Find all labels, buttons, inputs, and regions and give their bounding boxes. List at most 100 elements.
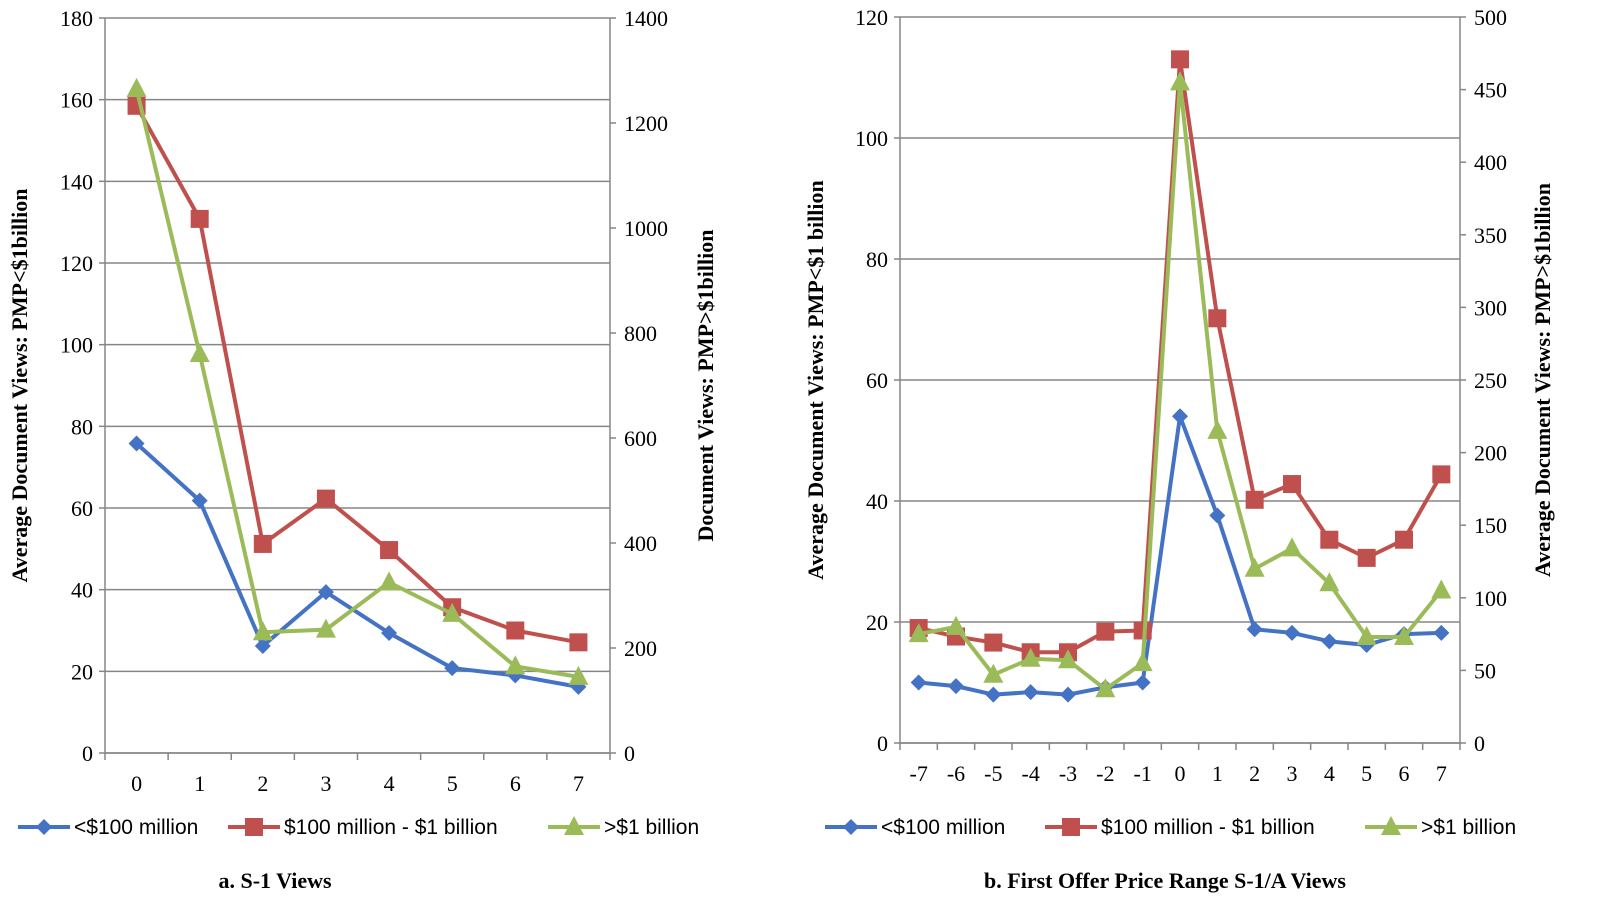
series-line: [918, 80, 1443, 692]
x-tick-label: 6: [1399, 761, 1410, 786]
x-tick-label: 5: [447, 771, 458, 796]
chart-b: 0204060801001200501001502002503003504004…: [803, 5, 1555, 893]
data-point: [946, 615, 966, 635]
data-point: [1284, 624, 1300, 641]
y-left-tick-label: 60: [866, 368, 888, 393]
x-tick-label: 7: [1436, 761, 1447, 786]
data-point: [948, 678, 964, 695]
data-point: [1432, 465, 1451, 484]
legend-entry: >$1 billion: [1365, 816, 1516, 839]
legend-entry: <$100 million: [18, 816, 198, 839]
data-point: [381, 624, 398, 641]
legend-entry: $100 million - $1 billion: [228, 816, 498, 839]
data-point: [1394, 626, 1414, 646]
data-point: [379, 571, 400, 591]
x-tick-label: -7: [910, 761, 928, 786]
x-tick-label: 4: [1324, 761, 1335, 786]
data-point: [1357, 548, 1376, 567]
data-point: [568, 665, 589, 685]
chart-caption: b. First Offer Price Range S-1/A Views: [984, 868, 1346, 893]
y-right-tick-label: 1200: [624, 111, 668, 136]
data-point: [1134, 674, 1151, 691]
legend-marker: [1381, 816, 1401, 835]
data-point: [1356, 626, 1377, 646]
x-tick-label: -6: [947, 761, 965, 786]
y-right-tick-label: 350: [1474, 223, 1507, 248]
data-point: [908, 623, 929, 643]
x-tick-label: 4: [384, 771, 395, 796]
x-tick-label: 1: [1212, 761, 1223, 786]
x-tick-label: 7: [573, 771, 584, 796]
legend-marker: [843, 819, 859, 835]
data-point: [1282, 537, 1302, 557]
data-point: [1209, 507, 1226, 524]
y-left-tick-label: 0: [877, 731, 888, 756]
series-line: [134, 104, 579, 645]
data-point: [253, 534, 272, 553]
legend-marker: [1062, 818, 1080, 836]
y-right-tick-label: 250: [1474, 368, 1507, 393]
data-point: [190, 209, 209, 228]
data-point: [1395, 530, 1413, 549]
legend-label: >$1 billion: [1421, 816, 1516, 839]
legend-label: >$1 billion: [604, 816, 699, 839]
data-point: [128, 435, 145, 452]
legend-marker: [245, 818, 263, 836]
y-right-tick-label: 500: [1474, 5, 1507, 30]
x-tick-label: 0: [1175, 761, 1186, 786]
y-left-tick-label: 0: [82, 741, 93, 766]
y-left-tick-label: 80: [71, 414, 93, 439]
data-point: [126, 77, 147, 97]
legend-label: $100 million - $1 billion: [1101, 816, 1315, 839]
y-right-tick-label: 50: [1474, 658, 1496, 683]
data-point: [1060, 686, 1076, 703]
data-point: [1320, 530, 1339, 549]
data-point: [1171, 50, 1189, 69]
data-point: [984, 633, 1003, 652]
y-right-tick-label: 150: [1474, 513, 1507, 538]
x-tick-label: 2: [1249, 761, 1260, 786]
y-left-axis-title: Average Document Views: PMP<$1 billion: [803, 180, 828, 580]
y-right-tick-label: 0: [1474, 731, 1485, 756]
data-point: [1319, 572, 1340, 592]
data-point: [316, 489, 335, 508]
y-right-tick-label: 400: [1474, 150, 1507, 175]
data-point: [1244, 557, 1265, 577]
data-point: [1095, 678, 1116, 698]
y-right-axis-title: Average Document Views: PMP>$1billion: [1530, 183, 1555, 577]
x-tick-label: 2: [257, 771, 268, 796]
data-point: [317, 584, 334, 601]
chart-caption: a. S-1 Views: [218, 868, 332, 893]
y-left-tick-label: 80: [866, 247, 888, 272]
y-right-tick-label: 300: [1474, 295, 1507, 320]
y-left-tick-label: 180: [60, 6, 93, 31]
series-mid: [127, 96, 588, 652]
legend-entry: $100 million - $1 billion: [1045, 816, 1315, 839]
data-point: [1132, 652, 1153, 672]
y-right-tick-label: 100: [1474, 586, 1507, 611]
data-point: [505, 655, 526, 675]
y-left-tick-label: 120: [855, 5, 888, 30]
legend-label: <$100 million: [881, 816, 1005, 839]
chart-a: 0204060801001201401601800200400600800100…: [7, 6, 718, 893]
y-right-tick-label: 400: [624, 531, 657, 556]
x-tick-label: -5: [984, 761, 1002, 786]
data-point: [189, 343, 210, 362]
x-tick-label: 3: [320, 771, 331, 796]
legend-entry: >$1 billion: [548, 816, 699, 839]
data-point: [252, 621, 273, 641]
data-point: [1207, 419, 1228, 439]
y-right-tick-label: 200: [624, 636, 657, 661]
data-point: [1133, 621, 1152, 640]
data-point: [1096, 622, 1115, 641]
data-point: [315, 618, 336, 638]
y-left-tick-label: 20: [71, 659, 93, 684]
data-point: [1246, 621, 1263, 638]
legend-label: $100 million - $1 billion: [284, 816, 498, 839]
legend-label: <$100 million: [74, 816, 198, 839]
x-tick-label: 0: [131, 771, 142, 796]
data-point: [442, 602, 463, 622]
series-mid: [909, 50, 1451, 662]
data-point: [191, 492, 208, 509]
series-line: [134, 88, 579, 679]
